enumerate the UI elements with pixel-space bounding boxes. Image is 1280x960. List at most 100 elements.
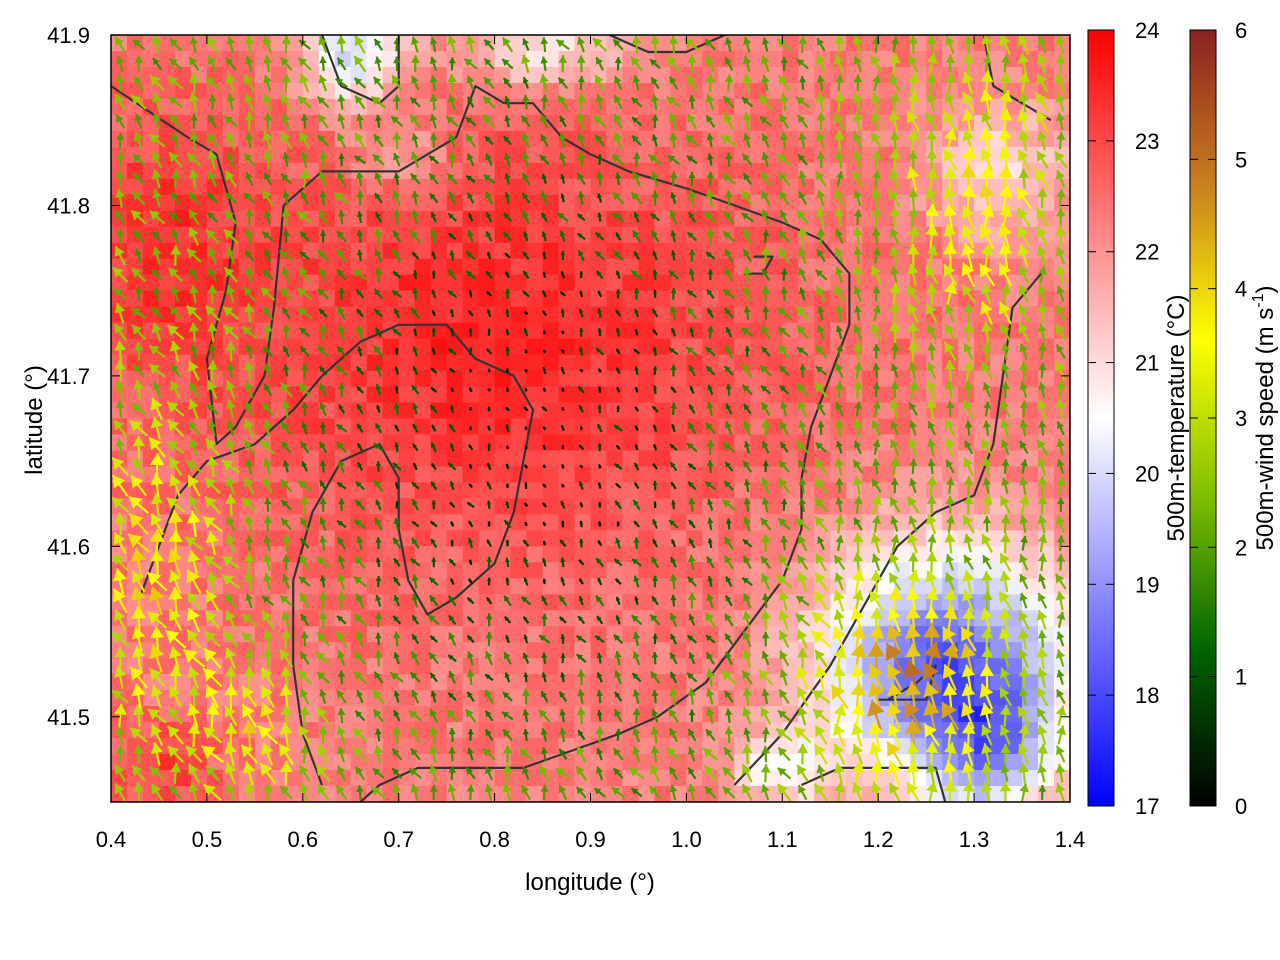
temperature-cell xyxy=(302,770,320,787)
temperature-cell xyxy=(190,274,208,292)
temperature-cell xyxy=(302,642,320,659)
temperature-cell xyxy=(638,306,656,324)
temperature-cell xyxy=(446,354,464,372)
temperature-cell xyxy=(254,226,272,244)
temperature-cell xyxy=(350,482,368,499)
temperature-cell xyxy=(286,578,304,595)
temperature-cell xyxy=(302,722,320,739)
temperature-cell xyxy=(302,322,320,340)
temperature-cell xyxy=(414,770,432,787)
temperature-cell xyxy=(718,274,735,292)
temperature-cell xyxy=(494,434,512,452)
temperature-cell xyxy=(494,770,512,787)
temperature-cell xyxy=(398,35,416,52)
temperature-cell xyxy=(878,530,895,547)
temperature-cell xyxy=(286,450,304,468)
temperature-cell xyxy=(478,322,496,340)
temperature-cell xyxy=(382,226,400,244)
temperature-cell xyxy=(782,754,799,771)
temperature-cell xyxy=(558,562,576,579)
temperature-cell xyxy=(270,226,288,244)
temperature-cell xyxy=(350,754,368,771)
temperature-cell xyxy=(414,354,432,372)
temperature-cell xyxy=(414,322,432,340)
temperature-cell xyxy=(111,290,128,308)
temperature-cell xyxy=(542,706,560,723)
temperature-cell xyxy=(398,306,416,324)
temperature-cell xyxy=(366,594,384,611)
temperature-cell xyxy=(478,386,496,404)
temperature-cell xyxy=(478,466,496,484)
temperature-cell xyxy=(1054,194,1070,212)
temperature-cell xyxy=(638,210,656,228)
temperature-cell xyxy=(174,770,192,787)
temperature-cell xyxy=(926,482,943,499)
temperature-cell xyxy=(366,50,384,68)
temperature-cell xyxy=(398,418,416,436)
temperature-cell xyxy=(686,482,703,499)
temperature-cell xyxy=(446,482,464,499)
temperature-cell xyxy=(174,722,192,739)
temperature-cell xyxy=(270,626,288,643)
temperature-cell xyxy=(558,402,576,420)
temperature-cell xyxy=(558,450,576,468)
temperature-cell xyxy=(430,274,448,292)
temperature-cell xyxy=(174,322,192,340)
temperature-cell xyxy=(590,178,608,196)
temperature-cell xyxy=(606,610,624,627)
temperature-cell xyxy=(526,130,544,148)
temperature-cell xyxy=(574,482,592,499)
temperature-cell xyxy=(846,386,863,404)
temperature-cell xyxy=(542,354,560,372)
temperature-cell xyxy=(270,658,288,675)
temperature-cell xyxy=(174,162,192,180)
temperature-cell xyxy=(174,786,192,802)
temperature-cell xyxy=(526,690,544,707)
temperature-cell xyxy=(158,178,176,196)
temperature-cell xyxy=(302,210,320,228)
temperature-cell xyxy=(654,114,672,132)
temperature-cell xyxy=(654,674,672,691)
temperature-cell xyxy=(270,35,288,52)
temperature-cell xyxy=(414,306,432,324)
temperature-cell xyxy=(558,386,576,404)
temperature-cell xyxy=(270,530,288,547)
temperature-cell xyxy=(446,530,464,547)
temperature-cell xyxy=(414,514,432,531)
temperature-cell xyxy=(414,50,432,68)
temperature-cell xyxy=(430,338,448,356)
temperature-cell xyxy=(446,386,464,404)
temperature-cell xyxy=(1022,322,1039,340)
temperature-cell xyxy=(206,770,224,787)
temperature-cell xyxy=(270,354,288,372)
temperature-cell xyxy=(686,562,703,579)
temperature-cell xyxy=(462,274,480,292)
temperature-cell xyxy=(222,386,240,404)
temperature-cell xyxy=(398,178,416,196)
temperature-cell xyxy=(286,530,304,547)
temperature-cell xyxy=(414,402,432,420)
temperature-cell xyxy=(126,178,144,196)
temperature-cell xyxy=(654,754,672,771)
temperature-cell xyxy=(382,482,400,499)
temperature-cell xyxy=(798,82,815,100)
temperature-cell xyxy=(686,594,703,611)
temperature-cell xyxy=(430,50,448,68)
temperature-cell xyxy=(398,386,416,404)
temperature-cell xyxy=(382,722,400,739)
temperature-cell xyxy=(174,178,192,196)
temperature-cell xyxy=(574,370,592,388)
temperature-cell xyxy=(398,274,416,292)
temperature-cell xyxy=(398,50,416,68)
temperature-cell xyxy=(446,418,464,436)
temperature-cell xyxy=(350,546,368,563)
temperature-cell xyxy=(286,402,304,420)
temperature-cell xyxy=(638,322,656,340)
temperature-cell xyxy=(430,306,448,324)
temperature-cell xyxy=(350,578,368,595)
temperature-cell xyxy=(398,498,416,515)
temperature-cell xyxy=(334,514,352,531)
temperature-cell xyxy=(334,498,352,515)
temperature-cell xyxy=(430,434,448,452)
temperature-cell xyxy=(350,354,368,372)
